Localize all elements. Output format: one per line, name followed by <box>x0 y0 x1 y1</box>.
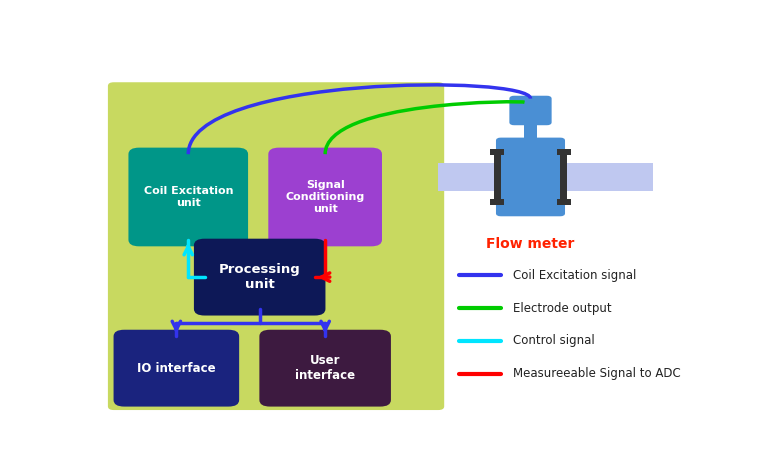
Bar <box>561 149 568 205</box>
FancyBboxPatch shape <box>108 82 444 410</box>
Text: Processing
unit: Processing unit <box>219 263 300 291</box>
Bar <box>439 163 653 191</box>
Text: Coil Excitation signal: Coil Excitation signal <box>513 269 636 282</box>
Bar <box>524 121 537 142</box>
Text: Control signal: Control signal <box>513 334 594 347</box>
Bar <box>490 199 505 205</box>
Text: User
interface: User interface <box>295 354 356 382</box>
FancyBboxPatch shape <box>128 148 248 246</box>
Text: Measureeable Signal to ADC: Measureeable Signal to ADC <box>513 367 680 380</box>
FancyBboxPatch shape <box>84 53 700 427</box>
Text: Signal
Conditioning
unit: Signal Conditioning unit <box>286 180 365 214</box>
FancyBboxPatch shape <box>496 138 565 216</box>
Bar <box>557 149 571 155</box>
Bar <box>557 199 571 205</box>
FancyBboxPatch shape <box>509 96 551 125</box>
FancyBboxPatch shape <box>194 239 326 315</box>
Bar <box>490 149 505 155</box>
Text: Flow meter: Flow meter <box>486 237 574 251</box>
Text: Electrode output: Electrode output <box>513 302 611 315</box>
Bar <box>494 149 501 205</box>
FancyBboxPatch shape <box>114 330 239 407</box>
Text: IO interface: IO interface <box>137 362 216 375</box>
FancyBboxPatch shape <box>260 330 391 407</box>
Text: Coil Excitation
unit: Coil Excitation unit <box>144 186 233 208</box>
FancyBboxPatch shape <box>268 148 382 246</box>
